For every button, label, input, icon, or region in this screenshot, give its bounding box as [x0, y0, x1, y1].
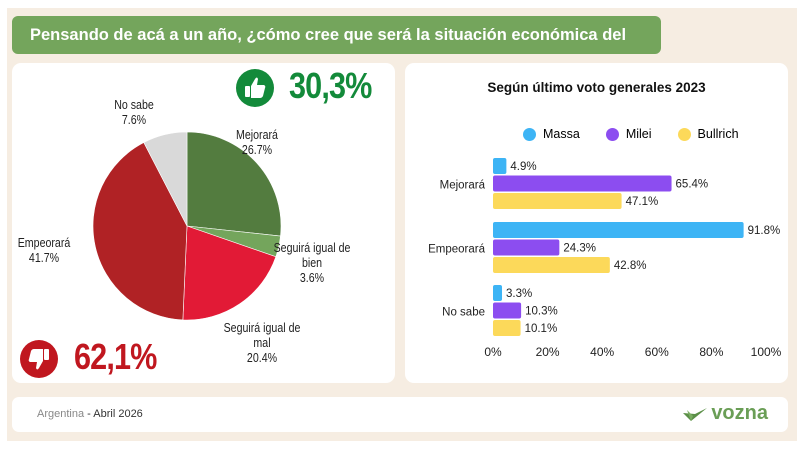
chart-title: Según último voto generales 2023	[487, 80, 706, 95]
bar-value-label: 91.8%	[748, 225, 781, 237]
x-tick-label: 20%	[536, 345, 560, 359]
pie-label: Empeorará 41.7%	[2, 236, 87, 266]
footer-country: Argentina	[37, 408, 85, 420]
pie-label-name: Empeorará	[17, 236, 71, 250]
bar	[493, 193, 622, 209]
negative-percentage: 62,1%	[74, 336, 157, 377]
pie-label-value: 7.6%	[121, 113, 147, 127]
x-tick-label: 100%	[751, 345, 782, 359]
x-tick-label: 60%	[645, 345, 669, 359]
category-label: Mejorará	[440, 179, 486, 191]
legend-item-bullrich: Bullrich	[677, 127, 739, 141]
bar	[493, 257, 610, 273]
pie-label: Seguirá igual de mal 20.4%	[220, 321, 305, 366]
pie-slice	[186, 131, 282, 237]
bar-value-label: 42.8%	[614, 260, 647, 272]
pie-label-name: No sabe	[114, 98, 154, 112]
pie-label-name: Seguirá igual de mal	[223, 321, 301, 350]
bar-value-label: 4.9%	[510, 161, 536, 173]
legend-item-milei: Milei	[605, 127, 652, 141]
bar	[493, 285, 503, 301]
bar	[493, 158, 507, 174]
footer-date: Abril 2026	[93, 408, 143, 420]
pie-slice	[182, 225, 277, 321]
footer-separator: -	[84, 408, 94, 420]
pie-label: Mejorará 26.7%	[215, 128, 300, 158]
bar	[493, 222, 744, 238]
pie-label: No sabe 7.6%	[92, 98, 177, 128]
x-tick-label: 80%	[699, 345, 723, 359]
pie-label-value: 41.7%	[28, 251, 60, 265]
pie-panel: Mejorará 26.7% Seguirá igual de bien 3.6% Se…	[12, 63, 395, 383]
pie-label: Seguirá igual de bien 3.6%	[270, 241, 355, 286]
legend-dot-massa	[523, 127, 536, 141]
footer: Argentina - Abril 2026 vozna	[12, 397, 788, 432]
bar	[493, 320, 521, 336]
x-tick-label: 40%	[590, 345, 614, 359]
bar-value-label: 24.3%	[563, 243, 596, 255]
positive-percentage: 30,3%	[289, 65, 372, 106]
pie-label-name: Mejorará	[236, 128, 278, 142]
bar	[493, 239, 560, 256]
legend: Massa Milei Bullrich	[523, 127, 739, 141]
pie-chart	[92, 131, 282, 321]
category-label: Empeorará	[428, 243, 485, 255]
legend-item-massa: Massa	[523, 127, 580, 141]
bar-value-label: 10.1%	[525, 323, 558, 335]
legend-label: Milei	[625, 127, 652, 141]
legend-label: Massa	[543, 127, 580, 141]
brand-name: vozna	[711, 402, 768, 424]
bar	[493, 302, 522, 319]
category-label: No sabe	[442, 306, 485, 318]
legend-label: Bullrich	[697, 127, 739, 141]
bird-logo-icon	[683, 407, 708, 421]
bar-value-label: 65.4%	[676, 179, 709, 191]
thumbs-down-icon	[20, 340, 58, 378]
footer-caption: Argentina - Abril 2026	[37, 408, 143, 420]
bar	[493, 175, 672, 192]
bar-value-label: 3.3%	[506, 288, 532, 300]
thumbs-up-icon	[236, 69, 274, 107]
brand-logo: vozna	[683, 402, 768, 425]
pie-label-value: 26.7%	[241, 143, 273, 157]
page-title: Pensando de acá a un año, ¿cómo cree que…	[12, 16, 661, 82]
pie-label-name: Seguirá igual de bien	[273, 241, 351, 270]
pie-label-value: 20.4%	[246, 351, 278, 365]
x-tick-label: 0%	[484, 345, 502, 359]
pie-slice	[92, 142, 188, 321]
bar-value-label: 47.1%	[626, 196, 659, 208]
pie-slice	[143, 131, 188, 227]
bar-chart: Mejorará 4.9% 65.4% 47.1% Empeorará 91.8% 24.3…	[428, 158, 782, 359]
bar-value-label: 10.3%	[525, 306, 558, 318]
pie-label-value: 3.6%	[299, 271, 325, 285]
bar-panel: Según último voto generales 2023 Massa M…	[405, 63, 788, 383]
legend-dot-bullrich	[677, 127, 691, 141]
legend-dot-milei	[605, 127, 619, 141]
